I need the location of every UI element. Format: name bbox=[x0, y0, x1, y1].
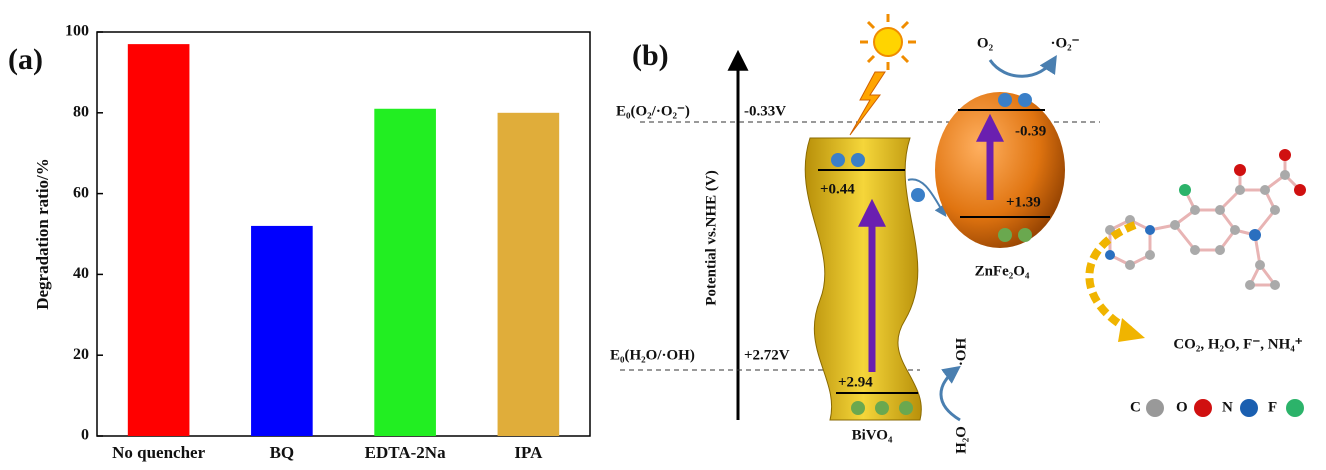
atom-label: C bbox=[1130, 399, 1141, 415]
plot-frame bbox=[96, 31, 591, 437]
species: O₂ bbox=[977, 35, 994, 51]
atom-swatch bbox=[1194, 399, 1212, 417]
x-tick-label: BQ bbox=[270, 443, 295, 462]
products: CO₂, H₂O, F⁻, NH₄⁺ bbox=[1173, 336, 1302, 352]
y-tick-label: 40 bbox=[73, 265, 89, 282]
band-value: +2.94 bbox=[838, 374, 873, 390]
band-value: -0.39 bbox=[1015, 123, 1046, 139]
hole bbox=[899, 401, 913, 415]
sun bbox=[873, 27, 903, 57]
potential-value: -0.33V bbox=[744, 103, 786, 119]
x-tick-label: IPA bbox=[514, 443, 543, 462]
material-name: ZnFe₂O₄ bbox=[975, 263, 1030, 279]
molecule-atoms bbox=[1105, 149, 1306, 290]
y-tick-label: 60 bbox=[73, 184, 89, 201]
bar bbox=[251, 225, 313, 436]
electron bbox=[1018, 93, 1032, 107]
bar bbox=[374, 108, 436, 436]
atom-swatch bbox=[1240, 399, 1258, 417]
potential-value: +2.72V bbox=[744, 347, 790, 363]
degradation-arrow bbox=[1085, 221, 1137, 334]
band-diagram: (b) Potential vs.NHE (V) E₀(O₂/·O₂⁻) -0.… bbox=[610, 14, 1306, 454]
molecule bbox=[1108, 155, 1302, 287]
species: ·O₂⁻ bbox=[1050, 35, 1079, 51]
hole bbox=[1018, 228, 1032, 242]
electron bbox=[998, 93, 1012, 107]
lightning bbox=[849, 71, 886, 136]
electron bbox=[851, 153, 865, 167]
potential-label: E₀(H₂O/·OH) bbox=[610, 347, 695, 363]
panel-label: (a) bbox=[8, 43, 43, 76]
panel-label: (b) bbox=[632, 39, 669, 72]
electron bbox=[911, 188, 925, 202]
hole bbox=[851, 401, 865, 415]
bivo4-band bbox=[804, 137, 922, 421]
atom-swatch bbox=[1146, 399, 1164, 417]
band-value: +0.44 bbox=[820, 181, 855, 197]
bar-chart: (a) Degradation ratio/% 0 20 40 60 80 100 No q… bbox=[8, 23, 591, 462]
reaction-arrow bbox=[988, 54, 1057, 78]
hole bbox=[998, 228, 1012, 242]
atom-label: O bbox=[1176, 399, 1188, 415]
atom-label: N bbox=[1222, 399, 1233, 415]
transfer-arrow bbox=[907, 178, 947, 217]
y-tick-label: 100 bbox=[65, 23, 89, 40]
x-tick-label: EDTA-2Na bbox=[365, 443, 446, 462]
potential-label: E₀(O₂/·O₂⁻) bbox=[616, 103, 690, 119]
y-tick-label: 80 bbox=[73, 103, 89, 120]
axis-label: Potential vs.NHE (V) bbox=[703, 170, 719, 305]
material-name: BiVO₄ bbox=[852, 427, 893, 443]
hole bbox=[875, 401, 889, 415]
y-axis-label: Degradation ratio/% bbox=[33, 158, 52, 310]
x-tick-label: No quencher bbox=[112, 443, 205, 462]
znfe2o4-sphere bbox=[935, 92, 1065, 248]
y-tick-label: 20 bbox=[73, 346, 89, 363]
band-value: +1.39 bbox=[1006, 194, 1041, 210]
reaction-arrow bbox=[939, 365, 961, 422]
bar bbox=[497, 112, 560, 437]
degradation-arrowhead bbox=[1118, 318, 1145, 342]
atom-label: F bbox=[1268, 399, 1277, 415]
electron bbox=[831, 153, 845, 167]
sun-rays bbox=[860, 14, 916, 70]
bar bbox=[127, 44, 190, 437]
species: ·OH bbox=[953, 338, 969, 367]
y-tick-label: 0 bbox=[81, 427, 89, 444]
species: H₂O bbox=[953, 426, 969, 454]
atom-swatch bbox=[1286, 399, 1304, 417]
